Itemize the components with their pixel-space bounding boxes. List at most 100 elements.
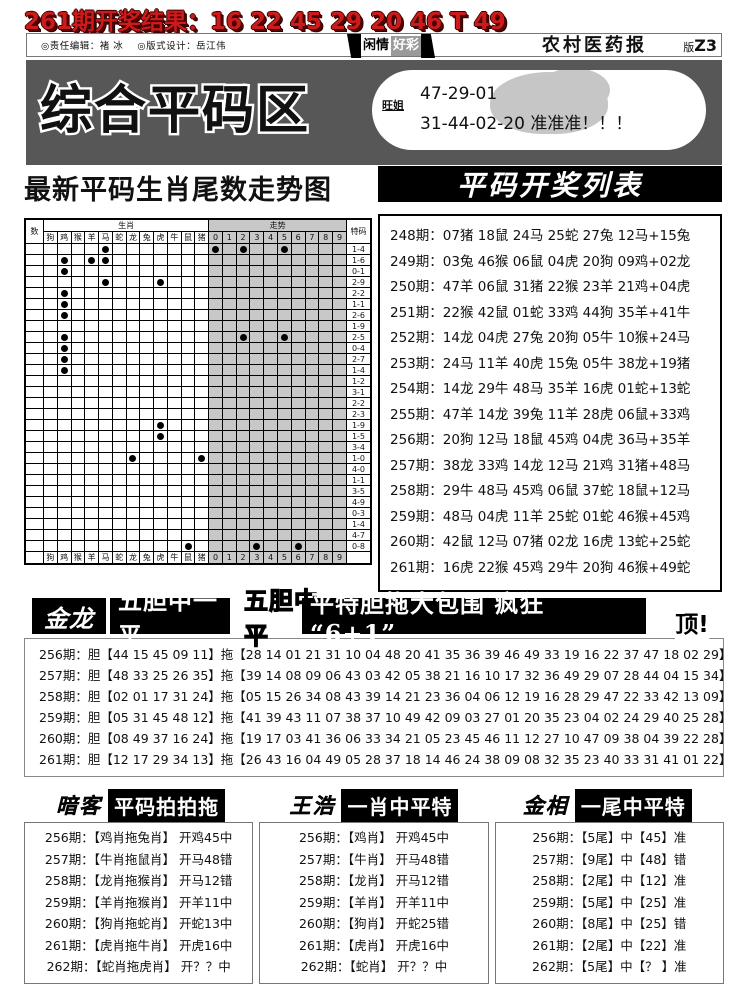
trend-cell-zodiac — [56, 342, 72, 354]
trend-cell-digit — [304, 320, 320, 332]
bottom-column-1: 256期：【鸡肖】 开鸡45中 257期：【牛肖】 开马48错 258期：【龙肖】 … — [259, 822, 489, 984]
trend-cell-digit — [221, 463, 237, 475]
bottom-row: 256期：【5尾】中【45】准 — [532, 830, 687, 845]
trend-cell-digit — [290, 507, 306, 519]
trend-cell-zodiac — [98, 243, 113, 255]
trend-cell-zodiac — [153, 254, 168, 266]
bottom-title-2: 一尾中平特 — [580, 794, 686, 819]
trend-cell-digit — [277, 474, 292, 486]
trend-cell-digit — [318, 463, 334, 475]
trend-row-num — [25, 408, 44, 420]
draw-list-section-title-text: 平码开奖列表 — [456, 169, 643, 202]
trend-cell-digit — [332, 276, 347, 288]
trend-cell-digit — [318, 474, 334, 486]
trend-cell-digit — [290, 452, 306, 464]
trend-cell-zodiac — [98, 397, 113, 409]
trend-cell-digit — [208, 496, 223, 508]
trend-cell-zodiac — [84, 518, 100, 530]
trend-special-value: 2-6 — [346, 309, 371, 321]
page-badge-number: Z3 — [694, 36, 717, 55]
trend-cell-digit — [318, 452, 334, 464]
trend-row-num — [25, 419, 44, 431]
trend-cell-zodiac — [194, 507, 210, 519]
trend-cell-digit — [221, 331, 237, 343]
trend-table-body: 1-4 1-6 0-1 2-9 2-2 1-1 2-6 1-9 2-5 0-4 2-7 1-4 1-2 3… — [25, 243, 371, 552]
bottom-row: 262期：【5尾】中【？ 】准 — [532, 959, 687, 974]
bottom-row: 258期：【2尾】中【12】准 — [532, 873, 687, 888]
trend-cell-digit — [208, 353, 223, 365]
trend-row-num — [25, 496, 44, 508]
trend-cell-digit — [263, 430, 279, 442]
trend-cell-zodiac — [56, 430, 72, 442]
trend-cell-zodiac — [153, 474, 168, 486]
trend-special-value: 1-4 — [346, 364, 371, 376]
trend-cell-digit — [235, 320, 251, 332]
trend-special-value: 0-4 — [346, 342, 371, 354]
trend-cell-zodiac — [125, 496, 141, 508]
trend-special-value: 2-7 — [346, 353, 371, 365]
trend-cell-zodiac — [139, 441, 155, 453]
trend-cell-digit — [332, 309, 347, 321]
trend-cell-digit — [221, 364, 237, 376]
draw-list-section-title: 平码开奖列表 — [378, 166, 722, 202]
trend-cell-zodiac — [111, 265, 127, 277]
trend-cell-zodiac — [56, 529, 72, 541]
trend-cell-zodiac — [180, 287, 196, 299]
trend-cell-zodiac — [153, 243, 168, 255]
mid-row: 256期：胆【44 15 45 09 11】拖【28 14 01 21 31 1… — [39, 647, 732, 662]
trend-row: 3-1 — [25, 386, 371, 398]
trend-cell-zodiac — [43, 309, 58, 321]
trend-cell-zodiac — [43, 254, 58, 266]
trend-cell-zodiac — [125, 364, 141, 376]
trend-cell-zodiac — [70, 265, 86, 277]
trend-cell-zodiac — [180, 397, 196, 409]
trend-cell-zodiac — [139, 419, 155, 431]
trend-cell-digit — [318, 540, 334, 552]
trend-cell-digit — [235, 375, 251, 387]
trend-cell-digit — [277, 254, 292, 266]
trend-cell-zodiac — [84, 287, 100, 299]
bottom-headers: 暗客 平码拍拍拖 王浩 一肖中平特 金相 一尾中平特 — [24, 788, 724, 822]
trend-cell-digit — [249, 298, 265, 310]
trend-cell-zodiac — [111, 540, 127, 552]
trend-cell-zodiac — [84, 485, 100, 497]
trend-cell-digit — [304, 364, 320, 376]
trend-cell-zodiac — [98, 364, 113, 376]
trend-special-value: 1-5 — [346, 430, 371, 442]
trend-cell-digit — [221, 386, 237, 398]
trend-cell-digit — [208, 375, 223, 387]
trend-cell-zodiac — [139, 496, 155, 508]
trend-row: 4-9 — [25, 496, 371, 508]
trend-cell-zodiac — [153, 496, 168, 508]
trend-cell-digit — [290, 320, 306, 332]
trend-cell-zodiac — [139, 485, 155, 497]
trend-head-row-1: 数 生肖 走势 特码 — [25, 219, 371, 244]
trend-cell-zodiac — [111, 243, 127, 255]
trend-cell-zodiac — [166, 353, 182, 365]
trend-cell-digit — [263, 441, 279, 453]
trend-cell-zodiac — [139, 276, 155, 288]
trend-cell-digit — [332, 375, 347, 387]
trend-cell-digit — [235, 276, 251, 288]
trend-cell-digit — [332, 342, 347, 354]
trend-cell-zodiac — [84, 408, 100, 420]
bottom-row: 256期：【鸡肖】 开鸡45中 — [298, 830, 449, 845]
trend-row: 1-1 — [25, 474, 371, 486]
draw-list-item: 259期：48马 04虎 11羊 25蛇 01蛇 46猴+45鸡 — [390, 508, 691, 525]
trend-cell-digit — [277, 364, 292, 376]
trend-cell-zodiac — [43, 276, 58, 288]
trend-cell-digit — [332, 529, 347, 541]
trend-cell-digit — [263, 463, 279, 475]
trend-cell-zodiac — [180, 529, 196, 541]
trend-cell-zodiac — [180, 518, 196, 530]
bottom-row: 256期：【鸡肖拖兔肖】 开鸡45中 — [44, 830, 233, 845]
trend-cell-zodiac — [153, 463, 168, 475]
draw-list-item: 251期：22猴 42鼠 01蛇 33鸡 44狗 35羊+41牛 — [390, 304, 691, 321]
trend-cell-zodiac — [84, 507, 100, 519]
trend-row-num — [25, 276, 44, 288]
bottom-title-block-2: 一尾中平特 — [574, 788, 692, 822]
trend-cell-zodiac — [194, 463, 210, 475]
trend-cell-digit — [263, 298, 279, 310]
trend-row: 2-9 — [25, 276, 371, 288]
